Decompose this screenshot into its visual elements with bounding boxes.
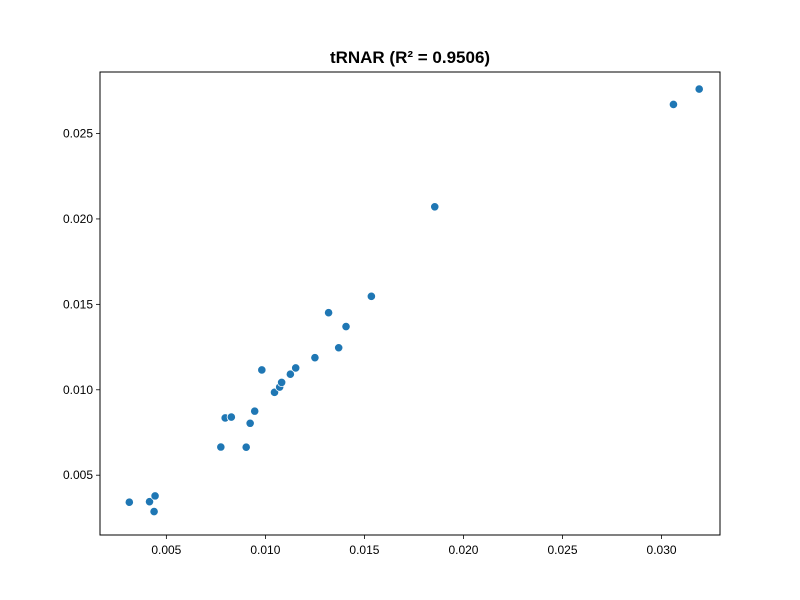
data-point-18	[334, 343, 344, 353]
data-point-17	[323, 308, 334, 318]
data-point-0	[124, 497, 134, 507]
x-tick-label-2: 0.015	[349, 543, 379, 557]
y-tick-label-1: 0.010	[63, 383, 93, 397]
data-point-15	[291, 363, 301, 373]
plot-frame	[99, 71, 721, 536]
x-tick-label-5: 0.030	[647, 543, 677, 557]
y-tick-label-0: 0.005	[63, 468, 93, 482]
data-point-9	[250, 406, 260, 416]
y-tick-label-3: 0.020	[63, 212, 93, 226]
y-tick-label-4: 0.025	[63, 127, 93, 141]
data-point-8	[245, 418, 255, 428]
data-point-19	[341, 321, 351, 332]
data-point-1	[144, 497, 155, 507]
data-point-3	[149, 506, 159, 517]
data-point-10	[257, 365, 267, 375]
x-tick-label-0: 0.005	[151, 543, 181, 557]
points-layer	[124, 84, 704, 517]
chart-title: tRNAR (R² = 0.9506)	[330, 48, 490, 67]
x-tick-label-3: 0.020	[448, 543, 478, 557]
data-point-4	[216, 442, 226, 452]
x-tick-label-4: 0.025	[548, 543, 578, 557]
x-axis: 0.005 0.010 0.015 0.020 0.025 0.030	[151, 535, 677, 557]
data-point-6	[226, 412, 236, 422]
x-tick-label-1: 0.010	[250, 543, 280, 557]
y-tick-label-2: 0.015	[63, 297, 93, 311]
data-point-14	[285, 369, 295, 379]
y-axis: 0.005 0.010 0.015 0.020 0.025	[63, 127, 100, 482]
data-point-20	[366, 291, 376, 301]
data-point-22	[668, 99, 679, 110]
data-point-23	[694, 84, 704, 94]
data-point-21	[430, 202, 440, 212]
data-point-7	[241, 442, 251, 452]
data-point-16	[310, 353, 320, 363]
data-point-13	[277, 377, 287, 388]
data-point-2	[150, 491, 160, 501]
